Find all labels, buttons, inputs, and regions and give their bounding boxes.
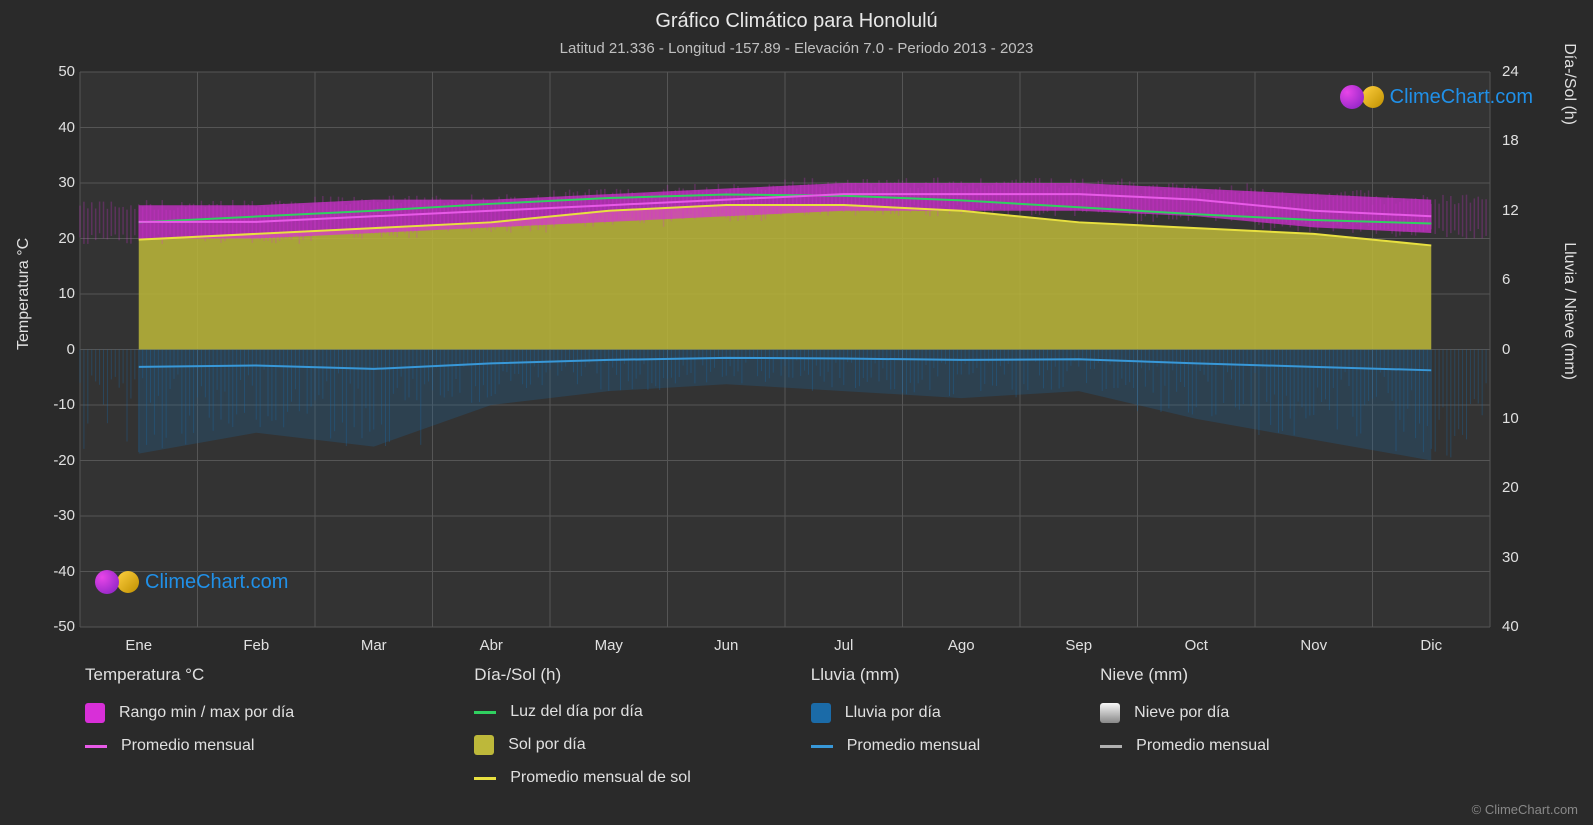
swatch-temp-avg bbox=[85, 745, 107, 748]
legend-label: Lluvia por día bbox=[845, 704, 941, 722]
swatch-sun-avg bbox=[474, 777, 496, 780]
logo-globe-icon bbox=[95, 570, 119, 594]
y-axis-right-top-title: Día-/Sol (h) bbox=[1560, 43, 1578, 125]
swatch-sun-band bbox=[474, 735, 494, 755]
swatch-temp-band bbox=[85, 703, 105, 723]
legend: Temperatura °C Rango min / max por día P… bbox=[85, 665, 1505, 787]
y-right-top-tick-label: 24 bbox=[1502, 63, 1519, 80]
x-month-label: Ago bbox=[931, 637, 991, 654]
legend-item-temp-range: Rango min / max por día bbox=[85, 703, 294, 723]
swatch-rain-avg bbox=[811, 745, 833, 748]
x-month-label: Mar bbox=[344, 637, 404, 654]
legend-title-sun: Día-/Sol (h) bbox=[474, 665, 691, 685]
legend-label: Promedio mensual bbox=[1136, 737, 1269, 755]
legend-item-rain-daily: Lluvia por día bbox=[811, 703, 980, 723]
x-month-label: May bbox=[579, 637, 639, 654]
chart-svg bbox=[80, 72, 1490, 627]
legend-label: Rango min / max por día bbox=[119, 704, 294, 722]
legend-item-snow-avg: Promedio mensual bbox=[1100, 737, 1269, 755]
legend-label: Sol por día bbox=[508, 736, 585, 754]
legend-item-snow-daily: Nieve por día bbox=[1100, 703, 1269, 723]
swatch-daylight bbox=[474, 711, 496, 714]
x-month-label: Ene bbox=[109, 637, 169, 654]
logo-sun-icon bbox=[1362, 86, 1384, 108]
y-right-bottom-tick-label: 10 bbox=[1502, 410, 1519, 427]
legend-title-snow: Nieve (mm) bbox=[1100, 665, 1269, 685]
legend-title-temp: Temperatura °C bbox=[85, 665, 294, 685]
legend-title-rain: Lluvia (mm) bbox=[811, 665, 980, 685]
y-left-tick-label: -40 bbox=[40, 563, 75, 580]
y-right-top-tick-label: 12 bbox=[1502, 202, 1519, 219]
logo-sun-icon bbox=[117, 571, 139, 593]
chart-subtitle: Latitud 21.336 - Longitud -157.89 - Elev… bbox=[0, 40, 1593, 57]
legend-item-temp-avg: Promedio mensual bbox=[85, 737, 294, 755]
swatch-snow-avg bbox=[1100, 745, 1122, 748]
y-left-tick-label: -10 bbox=[40, 396, 75, 413]
y-right-bottom-tick-label: 40 bbox=[1502, 618, 1519, 635]
y-left-tick-label: 50 bbox=[40, 63, 75, 80]
y-right-bottom-tick-label: 20 bbox=[1502, 479, 1519, 496]
legend-item-daylight: Luz del día por día bbox=[474, 703, 691, 721]
y-right-top-tick-label: 18 bbox=[1502, 132, 1519, 149]
x-month-label: Jul bbox=[814, 637, 874, 654]
logo-text: ClimeChart.com bbox=[145, 571, 288, 594]
legend-col-rain: Lluvia (mm) Lluvia por día Promedio mens… bbox=[811, 665, 980, 787]
legend-item-rain-avg: Promedio mensual bbox=[811, 737, 980, 755]
logo-top-right: ClimeChart.com bbox=[1340, 85, 1533, 109]
y-left-tick-label: 10 bbox=[40, 285, 75, 302]
copyright-text: © ClimeChart.com bbox=[1472, 802, 1578, 817]
y-axis-right-bottom-title: Lluvia / Nieve (mm) bbox=[1560, 242, 1578, 380]
swatch-rain-band bbox=[811, 703, 831, 723]
logo-text: ClimeChart.com bbox=[1390, 86, 1533, 109]
legend-label: Promedio mensual de sol bbox=[510, 769, 691, 787]
x-month-label: Dic bbox=[1401, 637, 1461, 654]
legend-col-temp: Temperatura °C Rango min / max por día P… bbox=[85, 665, 294, 787]
y-left-tick-label: 20 bbox=[40, 230, 75, 247]
chart-title: Gráfico Climático para Honolulú bbox=[0, 10, 1593, 33]
x-month-label: Feb bbox=[226, 637, 286, 654]
legend-col-sun: Día-/Sol (h) Luz del día por día Sol por… bbox=[474, 665, 691, 787]
y-left-tick-label: 30 bbox=[40, 174, 75, 191]
legend-label: Promedio mensual bbox=[847, 737, 980, 755]
y-right-bottom-tick-label: 30 bbox=[1502, 549, 1519, 566]
logo-bottom-left: ClimeChart.com bbox=[95, 570, 288, 594]
plot-area bbox=[80, 72, 1490, 627]
x-month-label: Oct bbox=[1166, 637, 1226, 654]
y-left-tick-label: -20 bbox=[40, 452, 75, 469]
legend-col-snow: Nieve (mm) Nieve por día Promedio mensua… bbox=[1100, 665, 1269, 787]
x-month-label: Sep bbox=[1049, 637, 1109, 654]
logo-globe-icon bbox=[1340, 85, 1364, 109]
y-left-tick-label: 40 bbox=[40, 119, 75, 136]
y-left-tick-label: -30 bbox=[40, 507, 75, 524]
y-right-top-tick-label: 6 bbox=[1502, 271, 1510, 288]
y-right-top-tick-label: 0 bbox=[1502, 341, 1510, 358]
y-left-tick-label: 0 bbox=[40, 341, 75, 358]
x-month-label: Abr bbox=[461, 637, 521, 654]
legend-item-sun-avg: Promedio mensual de sol bbox=[474, 769, 691, 787]
legend-label: Promedio mensual bbox=[121, 737, 254, 755]
legend-label: Nieve por día bbox=[1134, 704, 1229, 722]
y-left-tick-label: -50 bbox=[40, 618, 75, 635]
x-month-label: Nov bbox=[1284, 637, 1344, 654]
swatch-snow-band bbox=[1100, 703, 1120, 723]
x-month-label: Jun bbox=[696, 637, 756, 654]
legend-label: Luz del día por día bbox=[510, 703, 643, 721]
climate-chart: Gráfico Climático para Honolulú Latitud … bbox=[0, 0, 1593, 825]
legend-item-sun-daily: Sol por día bbox=[474, 735, 691, 755]
y-axis-left-title: Temperatura °C bbox=[15, 238, 33, 350]
